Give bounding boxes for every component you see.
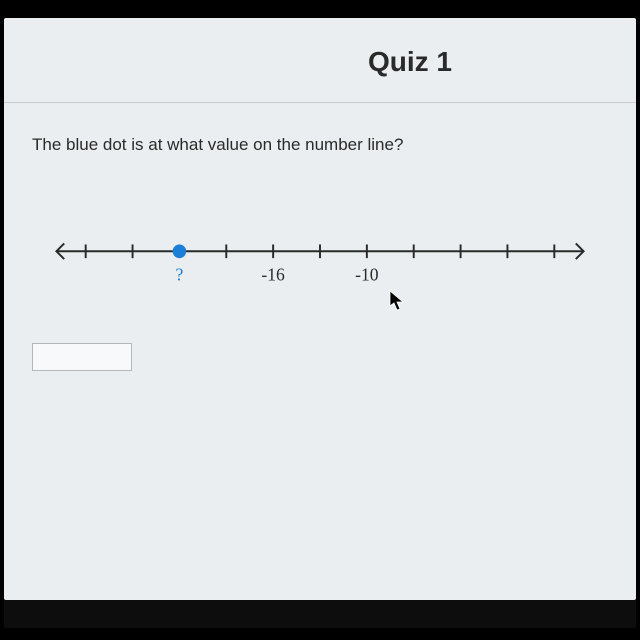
quiz-content: The blue dot is at what value on the num… xyxy=(4,103,636,371)
question-prompt: The blue dot is at what value on the num… xyxy=(32,135,608,155)
svg-text:?: ? xyxy=(176,265,184,285)
svg-text:-16: -16 xyxy=(261,265,285,285)
quiz-header: Quiz 1 xyxy=(4,18,636,103)
page-title: Quiz 1 xyxy=(184,46,636,78)
screen-area: Quiz 1 The blue dot is at what value on … xyxy=(4,18,636,600)
monitor-bezel: Quiz 1 The blue dot is at what value on … xyxy=(0,0,640,640)
number-line-diagram: ? -16 -10 xyxy=(32,223,608,303)
answer-input[interactable] xyxy=(32,343,132,371)
monitor-lower-bezel xyxy=(4,600,636,628)
svg-text:-10: -10 xyxy=(355,265,379,285)
number-line-container: ? -16 -10 xyxy=(32,223,608,303)
